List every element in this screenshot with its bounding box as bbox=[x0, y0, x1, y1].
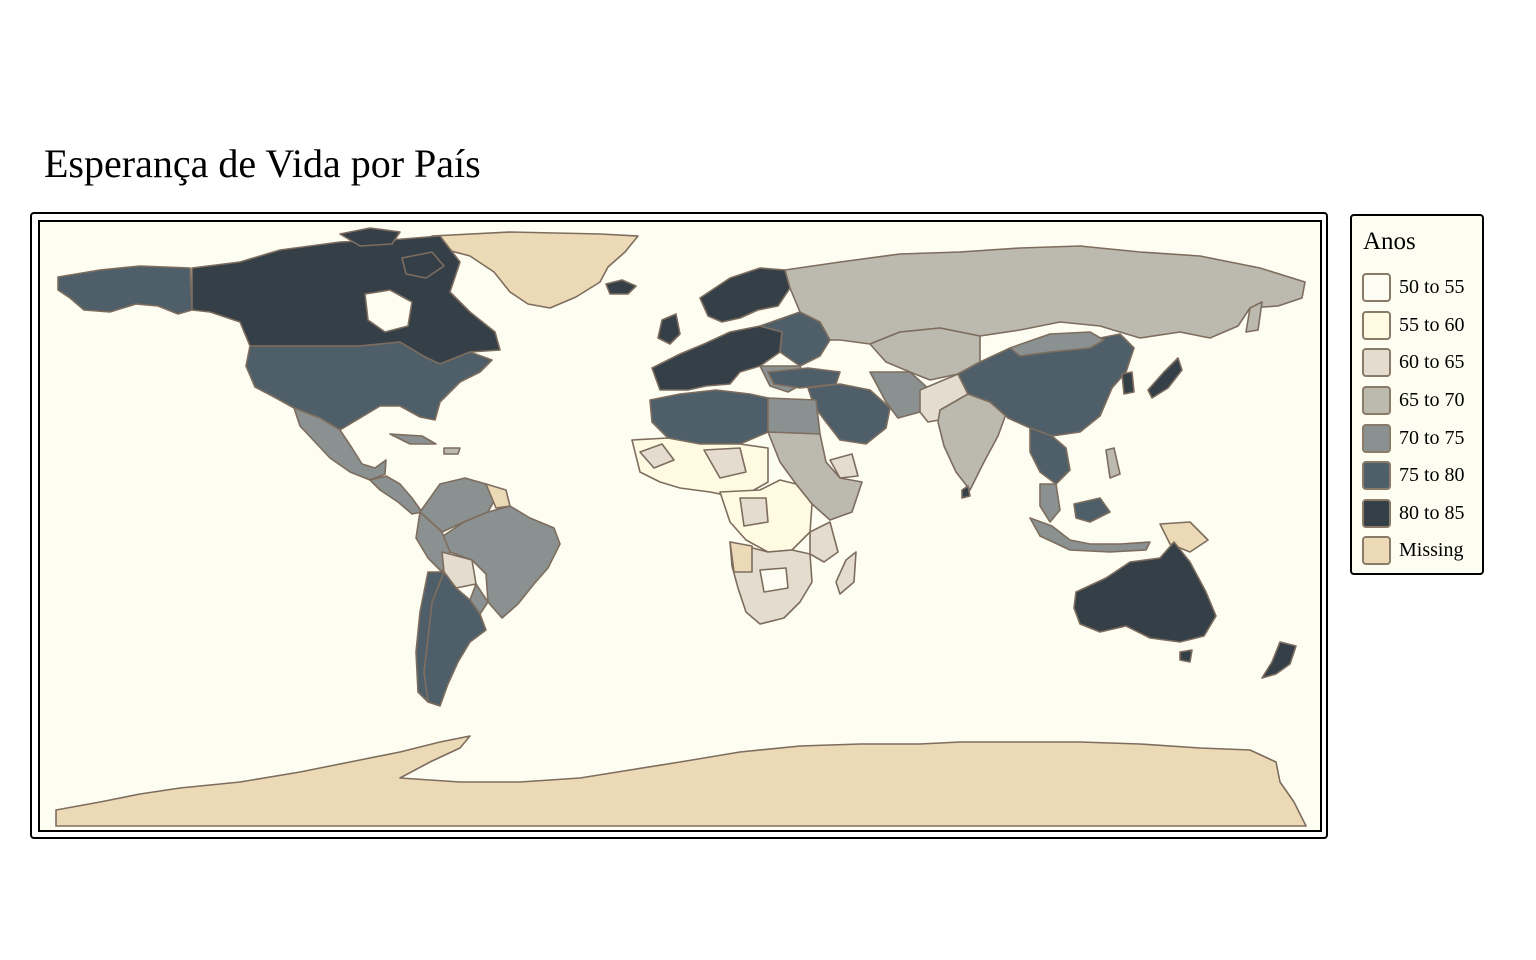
world-map bbox=[55, 227, 1307, 827]
region-iceland bbox=[605, 279, 637, 295]
region-russia bbox=[784, 245, 1306, 345]
legend-swatch bbox=[1362, 536, 1391, 566]
region-greenland bbox=[431, 231, 639, 309]
region-uk bbox=[657, 313, 681, 345]
legend-label: 50 to 55 bbox=[1399, 276, 1465, 299]
legend-item: 50 to 55 bbox=[1362, 269, 1465, 307]
legend-label: 80 to 85 bbox=[1399, 501, 1465, 524]
legend-item: 65 to 70 bbox=[1362, 382, 1465, 420]
region-india bbox=[937, 393, 1007, 491]
legend-label: 65 to 70 bbox=[1399, 389, 1465, 412]
legend-items: 50 to 55 55 to 60 60 to 65 65 to 70 70 to 75… bbox=[1362, 269, 1465, 570]
legend-item: 60 to 65 bbox=[1362, 344, 1465, 382]
legend-label: 75 to 80 bbox=[1399, 464, 1465, 487]
region-new-zealand bbox=[1261, 641, 1297, 679]
legend-label: Missing bbox=[1399, 539, 1464, 562]
region-indonesia bbox=[1029, 517, 1151, 553]
legend-item: 70 to 75 bbox=[1362, 419, 1465, 457]
legend-title: Anos bbox=[1363, 228, 1416, 255]
region-mexico bbox=[293, 407, 387, 481]
legend-item: 80 to 85 bbox=[1362, 495, 1465, 533]
region-antarctica bbox=[55, 735, 1307, 827]
legend-swatch bbox=[1362, 461, 1391, 491]
region-arctic-islands bbox=[339, 227, 401, 247]
region-north-africa bbox=[649, 389, 769, 445]
region-japan bbox=[1147, 357, 1183, 399]
region-western-europe bbox=[651, 325, 783, 391]
legend-label: 70 to 75 bbox=[1399, 426, 1465, 449]
legend-swatch bbox=[1362, 386, 1391, 416]
region-southeast-asia bbox=[1029, 427, 1071, 485]
legend-swatch bbox=[1362, 423, 1391, 453]
region-scandinavia bbox=[699, 267, 791, 323]
legend: Anos 50 to 55 55 to 60 60 to 65 65 to 70 70 … bbox=[1350, 214, 1484, 575]
region-east-africa bbox=[767, 431, 863, 521]
region-canada bbox=[191, 235, 501, 365]
legend-swatch bbox=[1362, 498, 1391, 528]
map-title: Esperança de Vida por País bbox=[44, 141, 481, 186]
region-usa bbox=[245, 341, 493, 431]
legend-item: 75 to 80 bbox=[1362, 457, 1465, 495]
legend-label: 55 to 60 bbox=[1399, 313, 1465, 336]
region-middle-east bbox=[807, 383, 891, 445]
legend-swatch bbox=[1362, 273, 1391, 303]
region-alaska bbox=[57, 265, 193, 315]
region-madagascar bbox=[835, 551, 857, 595]
region-brazil bbox=[439, 505, 561, 619]
region-central-america bbox=[369, 475, 423, 515]
legend-item: Missing bbox=[1362, 532, 1465, 570]
legend-swatch bbox=[1362, 348, 1391, 378]
legend-label: 60 to 65 bbox=[1399, 351, 1465, 374]
legend-item: 55 to 60 bbox=[1362, 307, 1465, 345]
map-panel bbox=[38, 220, 1322, 832]
legend-swatch bbox=[1362, 310, 1391, 340]
region-australia bbox=[1073, 541, 1217, 643]
